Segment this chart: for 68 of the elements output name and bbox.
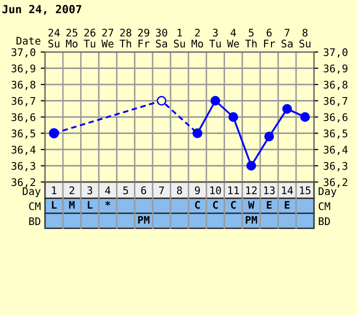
text: 1 Su [174,28,185,48]
y2-tick-label: 36,7 [324,97,348,106]
text: PM [246,216,258,224]
x-tick-label: 5 [123,186,128,194]
text: 30 Sa [156,28,168,48]
text: 28 Th [120,28,132,48]
text: E [284,201,290,209]
y2-tick-label: 36,8 [324,80,348,90]
x-tick-label: 9 [194,186,200,194]
text: L [52,201,57,209]
text: Day [318,187,336,198]
y-tick-label: 36,6 [12,113,36,122]
text: 6 Fr [264,28,276,48]
text: 2 Mo [192,28,204,48]
text: 29 Fr [138,28,150,48]
y-tick-label: 36,9 [12,64,36,74]
text: 5 Th [245,28,257,48]
y-tick-label: 36,7 [12,97,36,106]
text: 3 Tu [209,28,221,48]
x-tick-label: 4 [105,186,110,194]
text: 8 Su [299,28,310,48]
x-tick-label: 8 [177,186,182,194]
y-tick-label: 36,8 [12,80,36,90]
x-tick-label: 11 [228,186,239,194]
text: E [266,201,272,209]
text: CM [318,202,330,210]
x-tick-label: 15 [300,186,310,194]
x-tick-label: 6 [141,186,146,194]
x-tick-label: 7 [159,186,164,194]
y-tick-label: 36,5 [12,130,36,139]
text: 27 We [101,28,114,48]
y2-tick-label: 36,4 [324,146,348,155]
y-tick-label: 36,2 [12,178,36,188]
text: 25 Mo [66,28,78,48]
text: 7 Sa [282,28,292,48]
y2-tick-label: 36,5 [324,130,348,139]
text: Date [16,36,40,45]
x-tick-label: 13 [264,186,275,194]
x-tick-label: 12 [246,186,257,194]
text: CM [29,202,41,210]
y-tick-label: 36,4 [12,146,36,155]
y2-tick-label: 37,0 [324,48,348,58]
x-axis-title: Day [22,187,41,198]
chart-title: Jun 24, 2007 [2,4,82,15]
text: * [105,200,110,206]
x-tick-label: 14 [282,186,293,194]
text: W [248,201,254,209]
y2-tick-label: 36,6 [324,113,348,122]
y2-tick-label: 36,9 [324,64,348,74]
x-tick-label: 1 [52,186,56,194]
text: BD [318,217,330,225]
text: 24 Su [48,28,60,48]
y-tick-label: 37,0 [12,48,36,58]
text: 4 We [227,28,239,48]
x-tick-label: 3 [87,186,92,194]
x-tick-label: 2 [70,186,74,194]
text: C [195,200,200,209]
y2-tick-label: 36,2 [324,178,348,188]
text: BD [29,217,40,225]
x-tick-label: 10 [210,186,221,194]
y-tick-label: 36,3 [12,162,36,172]
text: L [88,201,93,209]
y2-tick-label: 36,3 [324,162,348,172]
text: PM [138,216,150,224]
text: C [213,200,218,209]
text: 26 Tu [84,28,96,48]
text: C [230,200,236,209]
text: M [69,201,75,209]
